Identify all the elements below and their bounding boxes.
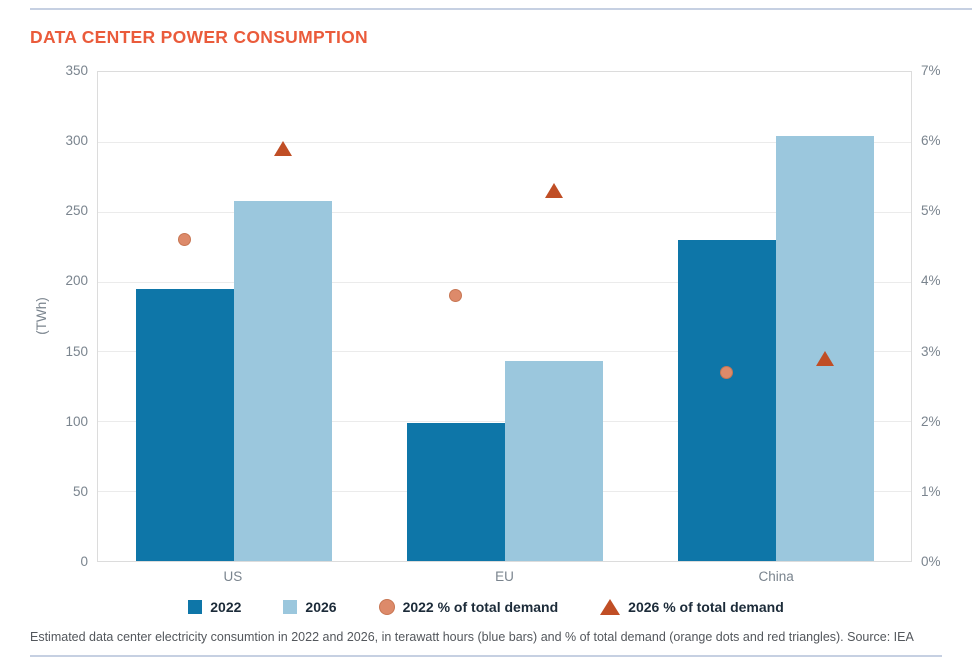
legend-item-2022-pct: 2022 % of total demand [378, 599, 559, 615]
y-tick-label: 350 [65, 63, 88, 78]
gridline [98, 351, 911, 353]
chart-caption: Estimated data center electricity consum… [30, 630, 914, 644]
y-tick-label: 0 [80, 554, 88, 569]
pct-tick-label: 6% [921, 133, 941, 149]
pct-tick-label: 4% [921, 273, 941, 289]
y-tick-label: 100 [65, 413, 88, 429]
marker-triangle-us [273, 141, 292, 157]
legend-item-2026-pct: 2026 % of total demand [600, 599, 784, 615]
left-axis-ticks: 0 50 100 150 200 250 300 350 [30, 63, 88, 569]
marker-dot-china [720, 365, 733, 379]
legend-item-2026: 2026 [283, 599, 337, 615]
page-title: DATA CENTER POWER CONSUMPTION [30, 27, 368, 47]
legend-2022-square-icon [188, 600, 203, 614]
gridline [98, 211, 911, 213]
y-tick-label: 250 [65, 203, 88, 219]
bottom-divider [30, 655, 942, 657]
bar-2022-us [135, 288, 234, 561]
legend-2026-pct-label: 2026 % of total demand [628, 599, 784, 615]
legend: 2022 2026 2022 % of total demand 2026 % … [0, 594, 972, 620]
bar-2022-china [677, 239, 776, 561]
legend-2026-label: 2026 [305, 599, 337, 615]
pct-tick-label: 0% [921, 554, 941, 569]
marker-dot-us [178, 233, 191, 247]
pct-tick-label: 7% [921, 63, 941, 78]
legend-item-2022: 2022 [188, 599, 241, 615]
x-category-label: EU [495, 569, 514, 584]
y-tick-label: 150 [65, 343, 88, 359]
pct-tick-label: 2% [921, 413, 941, 429]
x-axis-labels: US EU China [97, 569, 912, 587]
bar-2026-us [233, 200, 332, 561]
legend-2022-label: 2022 [210, 599, 242, 615]
y-tick-label: 200 [65, 273, 88, 289]
marker-triangle-eu [544, 183, 563, 199]
top-divider [30, 8, 972, 10]
legend-circle-icon [378, 599, 395, 615]
right-axis-ticks: 0% 1% 2% 3% 4% 5% 6% 7% [921, 63, 969, 569]
legend-triangle-icon [600, 599, 621, 615]
pct-tick-label: 3% [921, 343, 941, 359]
bar-2026-eu [504, 361, 603, 561]
y-tick-label: 50 [72, 483, 88, 499]
bar-2022-eu [406, 422, 505, 561]
x-category-label: China [758, 569, 794, 584]
x-category-label: US [223, 569, 243, 584]
gridline [98, 141, 911, 143]
bar-2026-china [775, 136, 874, 561]
gridline [98, 281, 911, 283]
chart-plot [97, 71, 912, 562]
legend-2026-square-icon [283, 600, 298, 614]
y-tick-label: 300 [65, 133, 88, 149]
pct-tick-label: 1% [921, 483, 941, 499]
legend-2022-pct-label: 2022 % of total demand [402, 599, 559, 615]
marker-triangle-china [815, 350, 834, 366]
pct-tick-label: 5% [921, 203, 941, 219]
marker-dot-eu [449, 289, 462, 303]
